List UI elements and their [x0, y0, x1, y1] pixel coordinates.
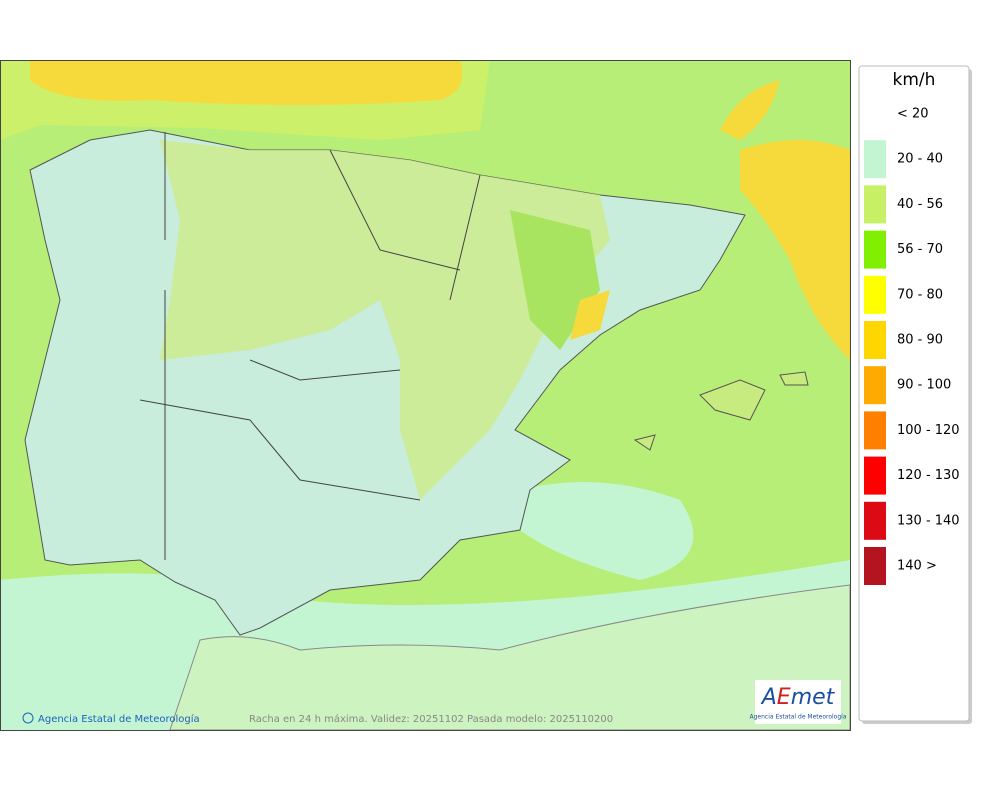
logo-part: met [791, 685, 836, 710]
legend-swatch [864, 366, 886, 405]
legend-label: 56 - 70 [897, 242, 943, 257]
legend-swatch [864, 140, 886, 179]
sea-zone [520, 482, 694, 580]
wind-zone [740, 140, 850, 360]
logo-part: E [777, 685, 791, 710]
legend-swatch [864, 411, 886, 450]
legend-box [858, 65, 970, 722]
islands [633, 371, 809, 451]
legend-label: 20 - 40 [897, 152, 943, 167]
wind-zone [570, 290, 610, 340]
legend-swatch [864, 275, 886, 314]
wind-zone [720, 80, 780, 140]
legend-label: 90 - 100 [897, 378, 951, 393]
legend-unit: km/h [893, 70, 936, 90]
legend-swatch [864, 456, 886, 495]
map: Agencia Estatal de Meteorología Racha en… [1, 60, 850, 730]
credit: Agencia Estatal de Meteorología [38, 713, 200, 725]
wind-zone [160, 140, 610, 500]
legend-label: 80 - 90 [897, 333, 943, 348]
legend-swatch [864, 321, 886, 359]
logo: AEmet [760, 685, 836, 710]
legend: < 20 20 - 40 40 - 56 56 - 70 70 - 80 80 - 90 9… [864, 107, 960, 585]
copyright-icon [22, 712, 34, 724]
map-frame [0, 60, 851, 731]
legend-swatch [864, 185, 886, 224]
legend-swatch [864, 230, 886, 269]
legend-label: 40 - 56 [897, 197, 943, 212]
legend-swatch [864, 501, 886, 540]
legend-label: 140 > [897, 559, 937, 574]
legend-label: 130 - 140 [897, 513, 960, 528]
logo-box [755, 680, 841, 724]
legend-label: 100 - 120 [897, 423, 960, 438]
logo-subtitle: Agencia Estatal de Meteorología [750, 714, 847, 721]
legend-label: 70 - 80 [897, 287, 943, 302]
africa [169, 584, 850, 730]
legend-swatch [864, 547, 886, 585]
legend-label: 120 - 130 [897, 468, 960, 483]
borders [139, 132, 481, 560]
wind-zone [30, 60, 463, 105]
caption: Racha en 24 h máxima. Validez: 20251102 … [249, 713, 613, 725]
logo-part: A [760, 685, 777, 710]
legend-label: < 20 [897, 107, 929, 122]
